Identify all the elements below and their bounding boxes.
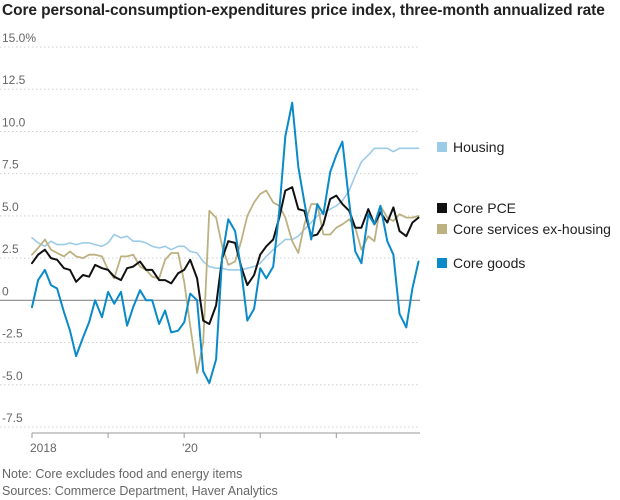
x-tick-label: 2018 bbox=[30, 441, 57, 455]
legend-swatch bbox=[437, 224, 447, 234]
legend-label: Core PCE bbox=[453, 200, 516, 216]
chart-note: Note: Core excludes food and energy item… bbox=[2, 467, 243, 481]
legend-label: Core goods bbox=[453, 255, 525, 271]
series-line-housing bbox=[31, 147, 420, 271]
series-line-core-pce bbox=[31, 186, 420, 325]
series-line-core-goods bbox=[31, 101, 420, 385]
x-tick-label: '20 bbox=[182, 441, 198, 455]
x-axis: 2018 '20 bbox=[30, 432, 420, 455]
y-tick-label: -5.0 bbox=[2, 369, 23, 383]
y-tick-label: 5.0 bbox=[2, 200, 19, 214]
series-line-core-services-ex-housing bbox=[31, 189, 420, 374]
y-tick-label: -7.5 bbox=[2, 411, 23, 425]
y-tick-label: 7.5 bbox=[2, 158, 19, 172]
y-tick-label: 10.0 bbox=[2, 115, 26, 129]
legend-swatch bbox=[437, 142, 447, 152]
line-chart: 15.0% 12.5 10.0 7.5 5.0 2.5 0 -2.5 -5.0 -7.5 2018… bbox=[0, 31, 611, 455]
chart-sources: Sources: Commerce Department, Haver Anal… bbox=[2, 484, 278, 498]
chart-title: Core personal-consumption-expenditures p… bbox=[2, 2, 605, 19]
y-tick-label: -2.5 bbox=[2, 327, 23, 341]
gridlines bbox=[0, 46, 420, 428]
y-tick-label: 12.5 bbox=[2, 73, 26, 87]
legend-swatch bbox=[437, 203, 447, 213]
legend-swatch bbox=[437, 258, 447, 268]
y-tick-label: 15.0% bbox=[2, 31, 36, 45]
y-axis-ticks: 15.0% 12.5 10.0 7.5 5.0 2.5 0 -2.5 -5.0 -7.5 bbox=[2, 31, 36, 425]
y-tick-label: 0 bbox=[2, 284, 9, 298]
legend-label: Housing bbox=[453, 139, 504, 155]
series-lines bbox=[31, 101, 420, 385]
y-tick-label: 2.5 bbox=[2, 242, 19, 256]
legend-label: Core services ex-housing bbox=[453, 221, 611, 237]
legend: Housing Core PCE Core services ex-housing C… bbox=[437, 139, 611, 271]
